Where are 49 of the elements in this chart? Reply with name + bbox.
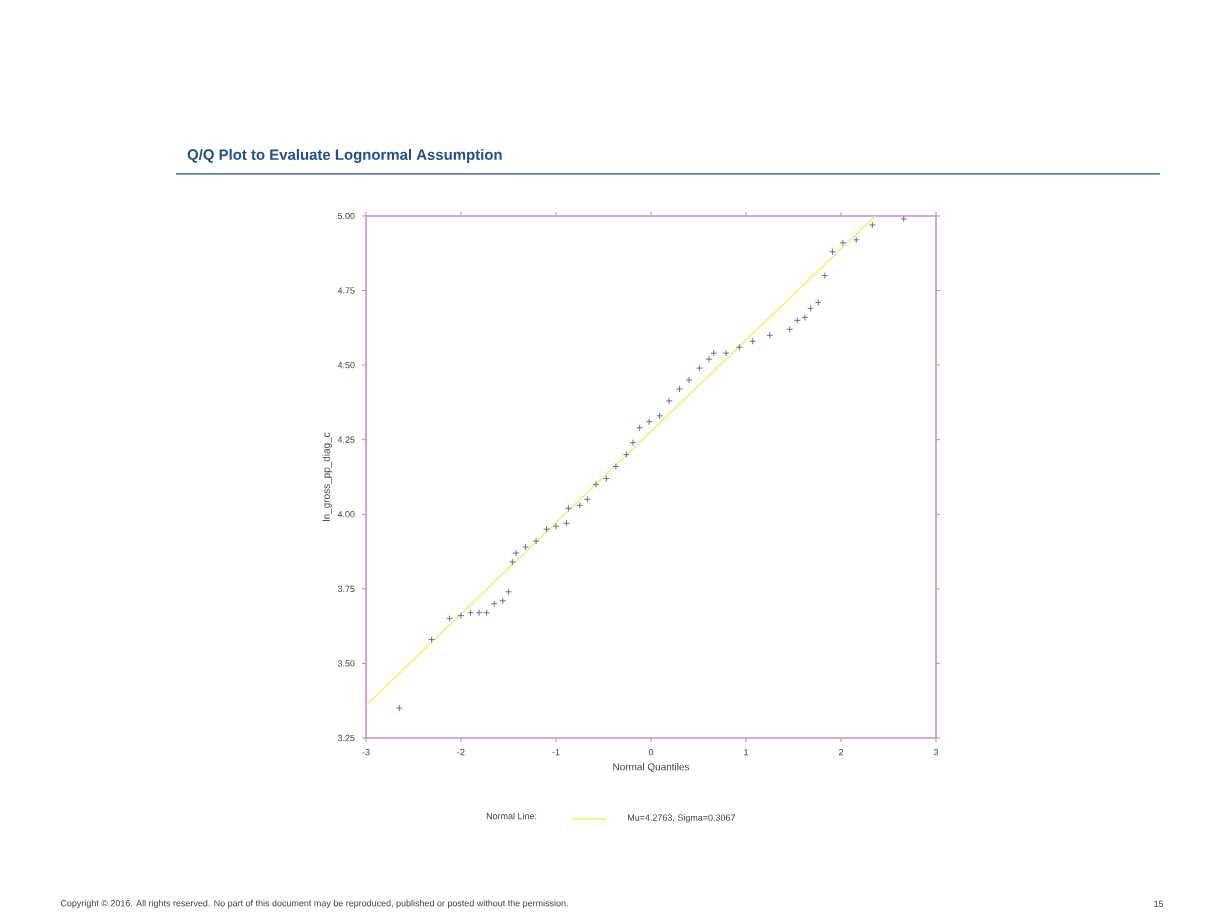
point — [592, 481, 600, 488]
point — [735, 343, 743, 351]
point — [685, 376, 693, 384]
point — [467, 609, 474, 617]
point — [807, 305, 815, 312]
point — [499, 597, 507, 605]
point — [656, 412, 663, 420]
point — [563, 519, 570, 527]
point — [508, 558, 516, 566]
point — [801, 313, 809, 321]
point — [722, 349, 730, 357]
point — [645, 418, 653, 426]
point — [839, 239, 847, 247]
point — [483, 609, 491, 617]
point — [475, 609, 483, 617]
point — [512, 549, 520, 557]
point — [749, 337, 757, 345]
point — [552, 522, 560, 530]
point — [710, 349, 718, 357]
point — [583, 495, 591, 503]
point — [852, 236, 860, 244]
point — [532, 537, 540, 545]
point — [543, 525, 550, 533]
point — [705, 355, 713, 363]
point — [868, 221, 876, 229]
point — [665, 397, 673, 405]
point — [564, 504, 572, 512]
point — [829, 248, 836, 256]
point — [636, 424, 644, 432]
point — [696, 364, 703, 372]
point — [457, 612, 465, 620]
point — [766, 331, 774, 339]
point — [786, 325, 794, 333]
point — [602, 475, 610, 482]
point — [900, 215, 908, 223]
point — [793, 316, 801, 324]
point — [629, 439, 637, 447]
point — [522, 543, 530, 551]
point — [814, 299, 822, 306]
point — [821, 272, 829, 280]
point — [612, 463, 620, 470]
point — [676, 385, 683, 393]
point — [505, 588, 512, 596]
point — [428, 636, 435, 643]
point — [622, 451, 630, 458]
point — [395, 704, 403, 712]
point — [490, 600, 498, 608]
point — [576, 501, 584, 509]
point — [446, 615, 454, 623]
